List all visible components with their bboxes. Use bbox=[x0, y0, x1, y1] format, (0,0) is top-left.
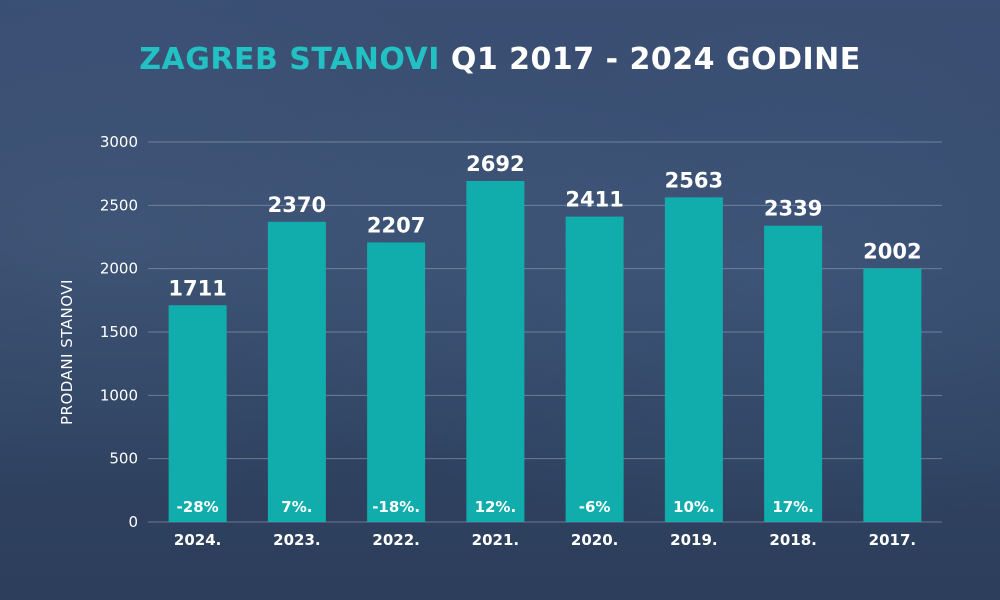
x-tick-label: 2024. bbox=[174, 531, 221, 549]
data-label: 2411 bbox=[565, 188, 623, 212]
change-label: 7%. bbox=[281, 498, 312, 516]
change-label: -28% bbox=[177, 498, 219, 516]
y-tick-label: 0 bbox=[128, 513, 138, 531]
data-label: 2692 bbox=[466, 152, 524, 176]
chart-title-accent: ZAGREB STANOVI bbox=[139, 42, 440, 77]
y-axis-label: PRODANI STANOVI bbox=[58, 279, 76, 425]
bar bbox=[168, 305, 227, 522]
y-tick-label: 2000 bbox=[100, 260, 138, 278]
change-label: -18%. bbox=[372, 498, 420, 516]
data-label: 2563 bbox=[665, 168, 723, 192]
change-label: 10%. bbox=[673, 498, 715, 516]
change-label: 12%. bbox=[475, 498, 517, 516]
bar bbox=[367, 242, 426, 523]
change-label: 17%. bbox=[772, 498, 814, 516]
x-tick-label: 2023. bbox=[273, 531, 320, 549]
x-tick-label: 2022. bbox=[372, 531, 419, 549]
bar bbox=[863, 268, 922, 522]
bar bbox=[764, 225, 823, 522]
y-tick-label: 3000 bbox=[100, 133, 138, 151]
y-tick-label: 1000 bbox=[100, 386, 138, 404]
bar bbox=[664, 197, 723, 522]
bar bbox=[565, 216, 624, 522]
data-label: 1711 bbox=[168, 276, 226, 300]
y-tick-label: 1500 bbox=[100, 323, 138, 341]
y-tick-label: 2500 bbox=[100, 196, 138, 214]
data-label: 2207 bbox=[367, 213, 425, 237]
bar bbox=[466, 181, 525, 522]
change-label: -6% bbox=[579, 498, 611, 516]
chart-title: ZAGREB STANOVI Q1 2017 - 2024 GODINE bbox=[0, 42, 1000, 77]
x-tick-label: 2021. bbox=[472, 531, 519, 549]
x-tick-label: 2017. bbox=[869, 531, 916, 549]
data-label: 2339 bbox=[764, 197, 822, 221]
x-tick-label: 2018. bbox=[769, 531, 816, 549]
y-tick-label: 500 bbox=[109, 450, 138, 468]
x-tick-label: 2020. bbox=[571, 531, 618, 549]
data-label: 2370 bbox=[268, 193, 326, 217]
data-label: 2002 bbox=[863, 239, 921, 263]
chart-title-rest: Q1 2017 - 2024 GODINE bbox=[450, 42, 861, 77]
x-tick-label: 2019. bbox=[670, 531, 717, 549]
bar bbox=[267, 221, 326, 523]
